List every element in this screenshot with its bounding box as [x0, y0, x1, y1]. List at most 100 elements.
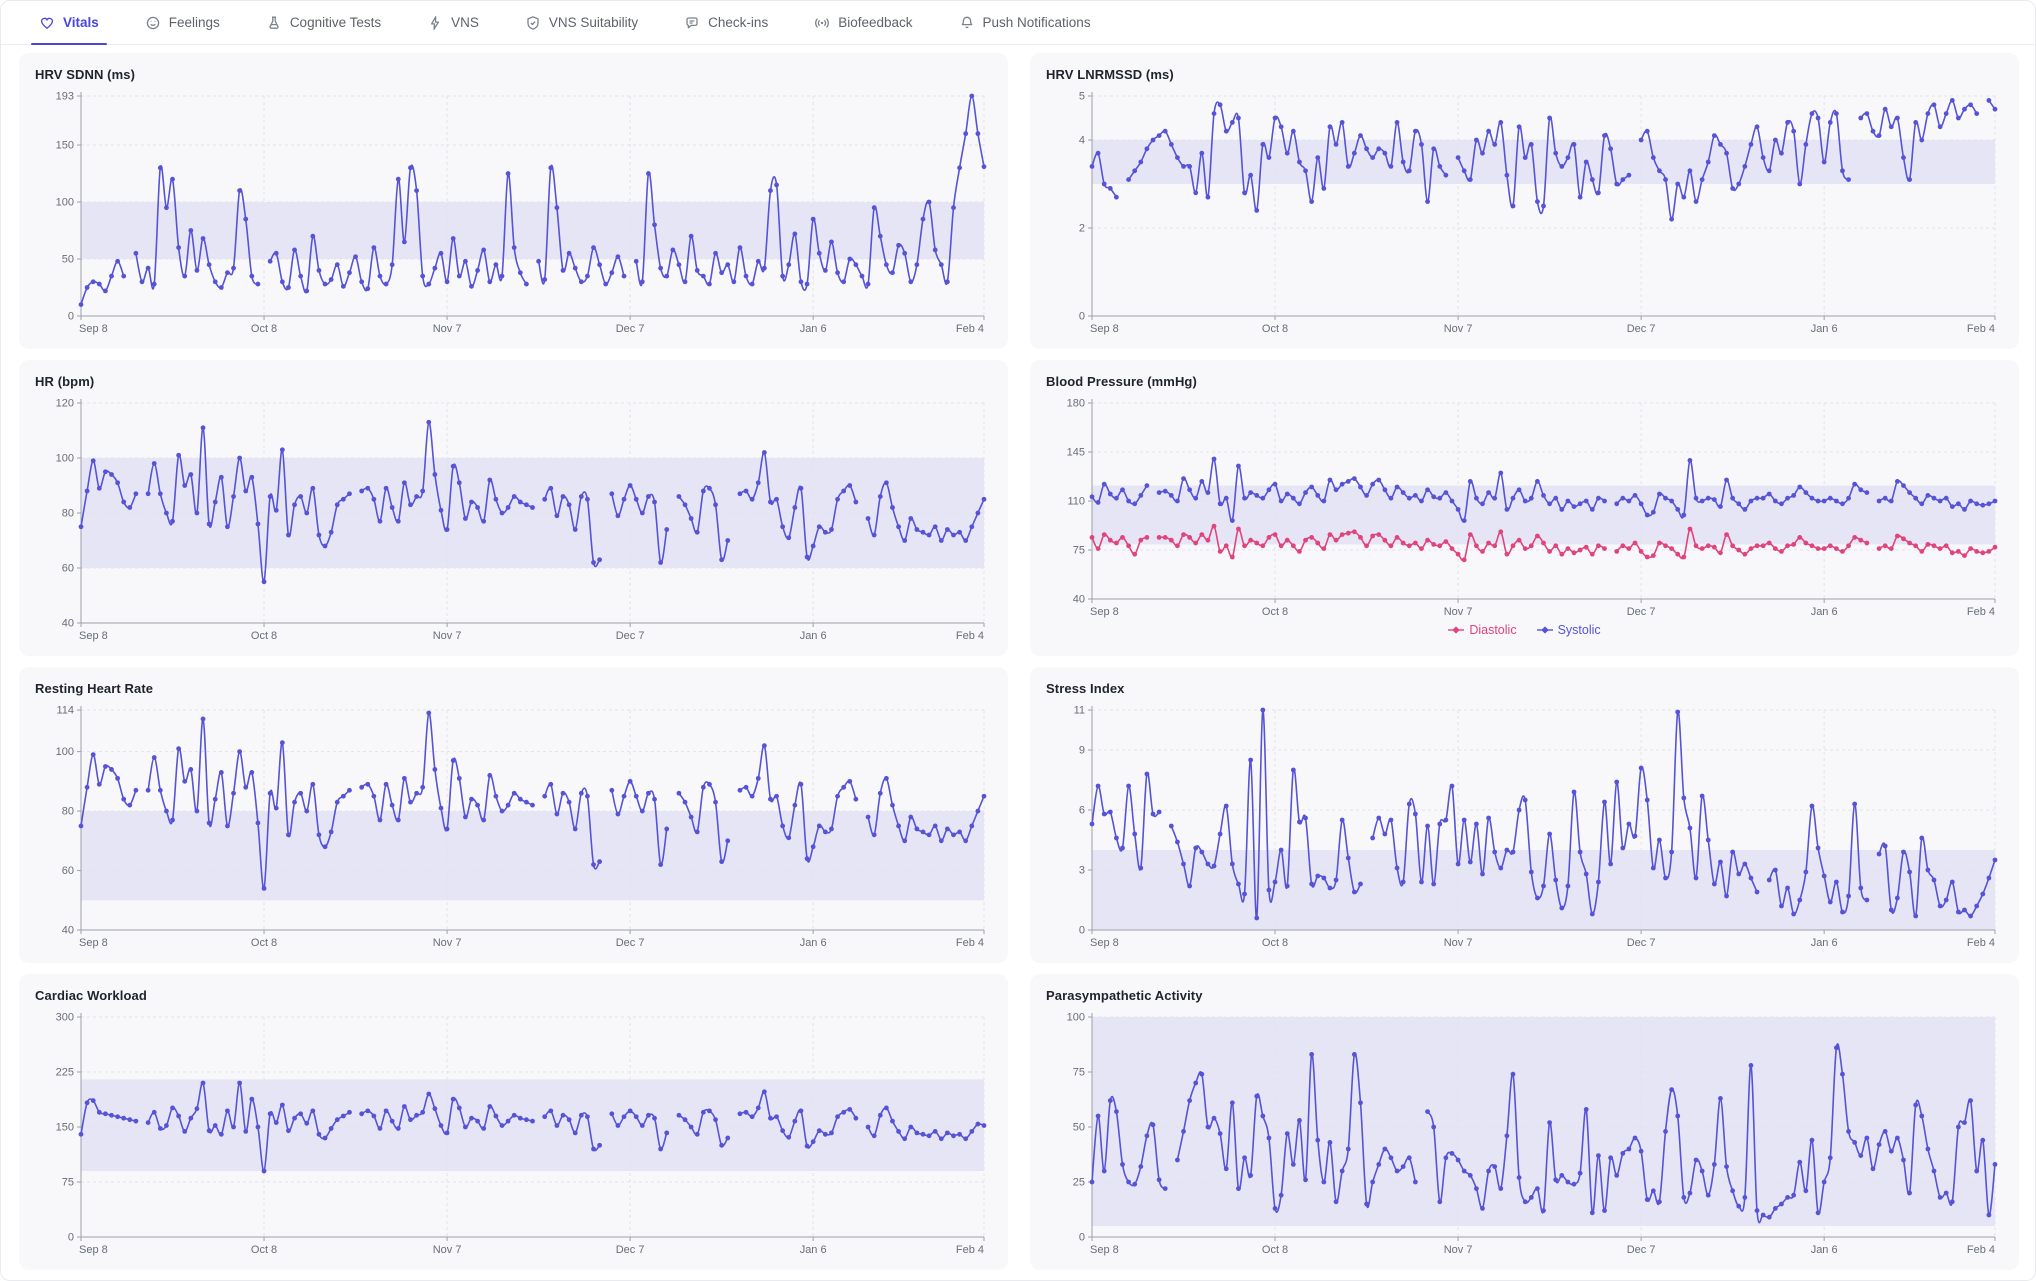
legend-systolic[interactable]: Systolic: [1536, 623, 1601, 637]
svg-text:110: 110: [1067, 496, 1085, 508]
svg-text:Feb 4: Feb 4: [1967, 937, 1995, 949]
svg-text:Sep 8: Sep 8: [1090, 323, 1119, 335]
svg-text:Dec 7: Dec 7: [616, 1244, 645, 1256]
svg-text:80: 80: [62, 508, 74, 520]
chart-title: Resting Heart Rate: [35, 681, 154, 696]
svg-text:Oct 8: Oct 8: [251, 1244, 277, 1256]
chart-title: HRV SDNN (ms): [35, 67, 136, 82]
chart-title: Cardiac Workload: [35, 988, 147, 1003]
tab-label: Cognitive Tests: [289, 15, 382, 30]
svg-text:Oct 8: Oct 8: [1262, 323, 1288, 335]
chart-title: Parasympathetic Activity: [1046, 988, 1203, 1003]
hr-chart: 40 60 80 100 120 Sep 8 Oct 8 Nov 7 Dec 7 Jan 6 Feb…: [56, 398, 987, 642]
svg-text:Nov 7: Nov 7: [1444, 323, 1473, 335]
tab-vns-suitability[interactable]: VNS Suitability: [525, 1, 638, 44]
svg-text:145: 145: [1067, 447, 1085, 459]
chart-title: Stress Index: [1046, 681, 1125, 696]
svg-text:Oct 8: Oct 8: [1262, 606, 1288, 618]
svg-text:114: 114: [56, 705, 74, 717]
tab-label: Feelings: [168, 15, 220, 30]
svg-text:Feb 4: Feb 4: [1967, 606, 1995, 618]
card-parasympathetic-activity: Parasympathetic Activity 0 25 50 75 100 Sep 8…: [1030, 974, 2019, 1270]
svg-text:Oct 8: Oct 8: [251, 630, 277, 642]
charts-grid: HRV SDNN (ms) 0 50 100 150 193 Sep 8 Oct 8 Nov …: [1, 45, 2035, 1280]
svg-text:Jan 6: Jan 6: [800, 323, 827, 335]
legend-label: Systolic: [1557, 623, 1601, 637]
svg-text:60: 60: [62, 563, 74, 575]
tab-label: Push Notifications: [982, 15, 1091, 30]
svg-text:Jan 6: Jan 6: [800, 1244, 827, 1256]
hrv-lnrmssd-chart: 0 2 4 5 Sep 8 Oct 8 Nov 7 Dec 7 Jan 6 Feb 4: [1079, 91, 1998, 335]
svg-text:Sep 8: Sep 8: [1090, 937, 1119, 949]
svg-text:Oct 8: Oct 8: [251, 937, 277, 949]
svg-text:40: 40: [62, 618, 74, 630]
svg-text:193: 193: [56, 91, 74, 103]
svg-text:300: 300: [56, 1012, 74, 1024]
svg-text:0: 0: [68, 311, 74, 323]
svg-text:75: 75: [62, 1177, 74, 1189]
resting-heart-rate-chart: 40 60 80 100 114 Sep 8 Oct 8 Nov 7 Dec 7 Jan 6 Feb…: [56, 705, 987, 949]
svg-text:2: 2: [1079, 223, 1085, 235]
tab-label: Check-ins: [708, 15, 769, 30]
svg-text:Nov 7: Nov 7: [1444, 1244, 1473, 1256]
card-cardiac-workload: Cardiac Workload 0 75 150 225 300 Sep 8 Oct 8 N…: [19, 974, 1008, 1270]
card-hrv-lnrmssd: HRV LNRMSSD (ms) 0 2 4 5 Sep 8 Oct 8 Nov 7 Dec …: [1030, 53, 2019, 349]
hrv-sdnn-chart: 0 50 100 150 193 Sep 8 Oct 8 Nov 7 Dec 7 Jan 6 Feb…: [56, 91, 987, 335]
heart-icon: [40, 17, 54, 29]
svg-text:150: 150: [56, 140, 74, 152]
svg-text:100: 100: [56, 197, 74, 209]
svg-text:50: 50: [1073, 1122, 1085, 1134]
tab-biofeedback[interactable]: Biofeedback: [814, 1, 913, 44]
svg-text:Sep 8: Sep 8: [1090, 1244, 1119, 1256]
svg-text:Sep 8: Sep 8: [79, 1244, 108, 1256]
svg-text:100: 100: [56, 746, 74, 758]
svg-text:Nov 7: Nov 7: [433, 1244, 462, 1256]
svg-text:80: 80: [62, 806, 74, 818]
svg-text:75: 75: [1073, 1067, 1085, 1079]
svg-text:Feb 4: Feb 4: [956, 323, 984, 335]
card-stress-index: Stress Index 0 3 6 9 11 Sep 8 Oct 8 Nov 7 Dec 7 J…: [1030, 667, 2019, 963]
waveform-icon: [815, 17, 830, 28]
card-resting-heart-rate: Resting Heart Rate 40 60 80 100 114 Sep 8 Oct …: [19, 667, 1008, 963]
diastolic-marker-icon: [1448, 626, 1465, 634]
svg-text:Jan 6: Jan 6: [800, 630, 827, 642]
svg-text:Nov 7: Nov 7: [433, 937, 462, 949]
svg-text:Feb 4: Feb 4: [1967, 323, 1995, 335]
tab-bar: Vitals Feelings Cognitive Tests VNS VNS …: [1, 1, 2035, 45]
svg-text:Sep 8: Sep 8: [79, 937, 108, 949]
svg-text:40: 40: [62, 925, 74, 937]
tab-push-notifications[interactable]: Push Notifications: [959, 1, 1091, 44]
svg-text:Dec 7: Dec 7: [1627, 1244, 1656, 1256]
svg-text:Nov 7: Nov 7: [433, 630, 462, 642]
tab-check-ins[interactable]: Check-ins: [684, 1, 768, 44]
tab-cognitive-tests[interactable]: Cognitive Tests: [266, 1, 381, 44]
svg-text:Dec 7: Dec 7: [1627, 323, 1656, 335]
svg-text:180: 180: [1067, 398, 1085, 410]
tab-feelings[interactable]: Feelings: [145, 1, 220, 44]
svg-text:3: 3: [1079, 865, 1085, 877]
svg-text:Nov 7: Nov 7: [1444, 606, 1473, 618]
svg-text:Nov 7: Nov 7: [1444, 937, 1473, 949]
legend-label: Diastolic: [1469, 623, 1517, 637]
legend-diastolic[interactable]: Diastolic: [1448, 623, 1517, 637]
chart-title: HRV LNRMSSD (ms): [1046, 67, 1174, 82]
chat-bubble-icon: [686, 16, 698, 28]
chart-title: HR (bpm): [35, 374, 95, 389]
tab-vns[interactable]: VNS: [427, 1, 479, 44]
shield-check-icon: [527, 15, 539, 30]
svg-text:0: 0: [1079, 1232, 1085, 1244]
svg-text:60: 60: [62, 865, 74, 877]
systolic-marker-icon: [1536, 626, 1553, 634]
svg-text:Sep 8: Sep 8: [79, 630, 108, 642]
svg-text:Jan 6: Jan 6: [1811, 937, 1838, 949]
chart-title: Blood Pressure (mmHg): [1046, 374, 1197, 389]
svg-text:Feb 4: Feb 4: [956, 1244, 984, 1256]
svg-text:Sep 8: Sep 8: [1090, 606, 1119, 618]
svg-text:11: 11: [1074, 705, 1085, 717]
blood-pressure-chart: 40 75 110 145 180 Sep 8 Oct 8 Nov 7 Dec 7 Jan 6 Fe…: [1067, 398, 1998, 618]
card-blood-pressure: Blood Pressure (mmHg) 40 75 110 145 180 Sep 8…: [1030, 360, 2019, 656]
tab-vitals[interactable]: Vitals: [31, 1, 107, 45]
svg-text:0: 0: [1079, 311, 1085, 323]
stress-index-chart: 0 3 6 9 11 Sep 8 Oct 8 Nov 7 Dec 7 Jan 6 Feb 4: [1074, 705, 1998, 949]
tab-label: VNS: [451, 15, 479, 30]
